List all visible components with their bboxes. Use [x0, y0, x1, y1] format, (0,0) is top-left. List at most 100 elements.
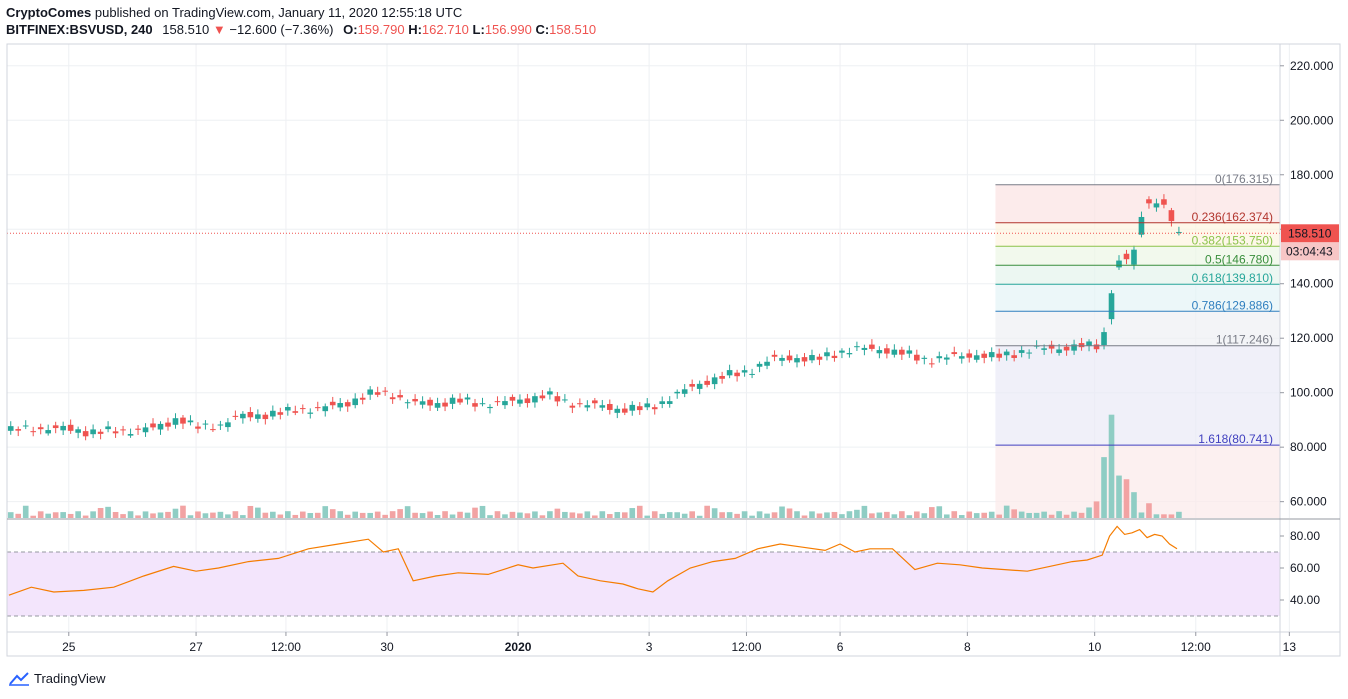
candle-body	[1153, 203, 1160, 208]
rsi-tick-label: 80.00	[1290, 529, 1320, 543]
volume-bar	[255, 507, 261, 518]
volume-bar	[1146, 503, 1152, 518]
open-label: O:	[343, 22, 358, 37]
volume-bar	[1161, 514, 1167, 518]
volume-bar	[187, 515, 194, 518]
candle-body	[517, 399, 523, 404]
candle-body	[1131, 249, 1137, 265]
volume-bar	[764, 513, 770, 518]
countdown-tag	[1281, 242, 1339, 261]
candle-body	[262, 414, 269, 420]
candle-body	[1086, 341, 1092, 346]
candle-body	[1056, 349, 1062, 353]
volume-bar	[487, 515, 493, 518]
candle-body	[292, 411, 299, 413]
volume-bar	[689, 511, 695, 518]
candle-body	[502, 401, 508, 406]
candle-body	[1078, 343, 1085, 348]
candle-body	[449, 397, 456, 404]
volume-bar	[232, 511, 239, 518]
fib-zone	[995, 265, 1280, 285]
price-tick-label: 80.000	[1290, 440, 1327, 454]
candle-body	[771, 354, 778, 357]
volume-bar	[15, 513, 22, 518]
volume-bar	[809, 511, 815, 518]
volume-bar	[434, 514, 441, 518]
publish-info: CryptoComes published on TradingView.com…	[6, 5, 462, 20]
candles	[7, 194, 1182, 441]
candle-body	[225, 422, 231, 428]
candle-body	[711, 377, 718, 385]
candle-body	[1093, 344, 1100, 350]
volume-bar	[1078, 512, 1085, 518]
footer-brand[interactable]: TradingView	[8, 671, 106, 686]
volume-bar	[1041, 511, 1047, 518]
candle-body	[359, 397, 366, 400]
volume-bar	[90, 511, 96, 518]
price-tick-label: 200.000	[1290, 113, 1334, 127]
fib-label: 0(176.315)	[1215, 172, 1273, 186]
volume-bar	[419, 513, 426, 518]
candle-body	[764, 361, 770, 366]
price-tick-label: 60.000	[1290, 495, 1327, 509]
volume-bar	[150, 513, 156, 518]
volume-bar	[958, 515, 965, 518]
volume-bar	[30, 515, 37, 518]
volume-bar	[22, 505, 29, 518]
volume-bar	[981, 512, 988, 518]
time-tick-label: 10	[1088, 640, 1102, 654]
candle-body	[1026, 352, 1032, 354]
candle-body	[1161, 199, 1167, 205]
volume-bar	[314, 512, 321, 518]
volume-bar	[1116, 475, 1122, 518]
candle-body	[891, 349, 898, 355]
last-price-tag	[1281, 224, 1339, 243]
volume-bar	[696, 515, 703, 518]
volume-bar	[801, 515, 808, 518]
volume-bar	[816, 513, 823, 518]
volume-bar	[621, 512, 628, 518]
candle-body	[592, 400, 598, 404]
volume-bar	[1071, 511, 1077, 518]
candle-body	[1003, 351, 1010, 356]
volume-bar	[45, 513, 51, 518]
volume-bar	[756, 511, 763, 518]
candle-body	[996, 353, 1002, 358]
volume-bar	[210, 512, 216, 518]
volume-bar	[659, 513, 666, 518]
candle-body	[532, 396, 538, 403]
candle-body	[741, 370, 748, 373]
candle-body	[831, 355, 838, 359]
fib-zone	[995, 284, 1280, 312]
candle-body	[247, 412, 254, 418]
fib-label: 0.5(146.780)	[1205, 252, 1273, 266]
volume-bar	[824, 512, 830, 518]
candle-body	[1116, 260, 1122, 268]
candle-body	[599, 405, 606, 408]
candle-body	[404, 402, 411, 404]
candle-body	[419, 401, 426, 405]
candle-body	[689, 384, 695, 387]
candle-body	[577, 403, 583, 405]
volume-bar	[240, 515, 246, 518]
volume-bar	[734, 513, 740, 518]
volume-bar	[906, 515, 913, 518]
author-name[interactable]: CryptoComes	[6, 5, 92, 20]
volume-bar	[891, 514, 898, 518]
time-tick-label: 12:00	[271, 640, 301, 654]
candle-body	[1071, 344, 1077, 351]
close-label: C:	[535, 22, 550, 37]
volume-bar	[1093, 501, 1100, 518]
fib-label: 1.618(80.741)	[1198, 432, 1273, 446]
candle-body	[15, 429, 22, 431]
fib-zone	[995, 246, 1280, 266]
candle-body	[427, 399, 433, 406]
candle-body	[786, 355, 793, 361]
volume-bar	[37, 511, 44, 518]
volume-bar	[1138, 512, 1145, 518]
low-value: 156.990	[484, 22, 532, 37]
candle-body	[1168, 210, 1175, 222]
volume-bar	[322, 506, 329, 518]
candle-body	[966, 353, 973, 358]
